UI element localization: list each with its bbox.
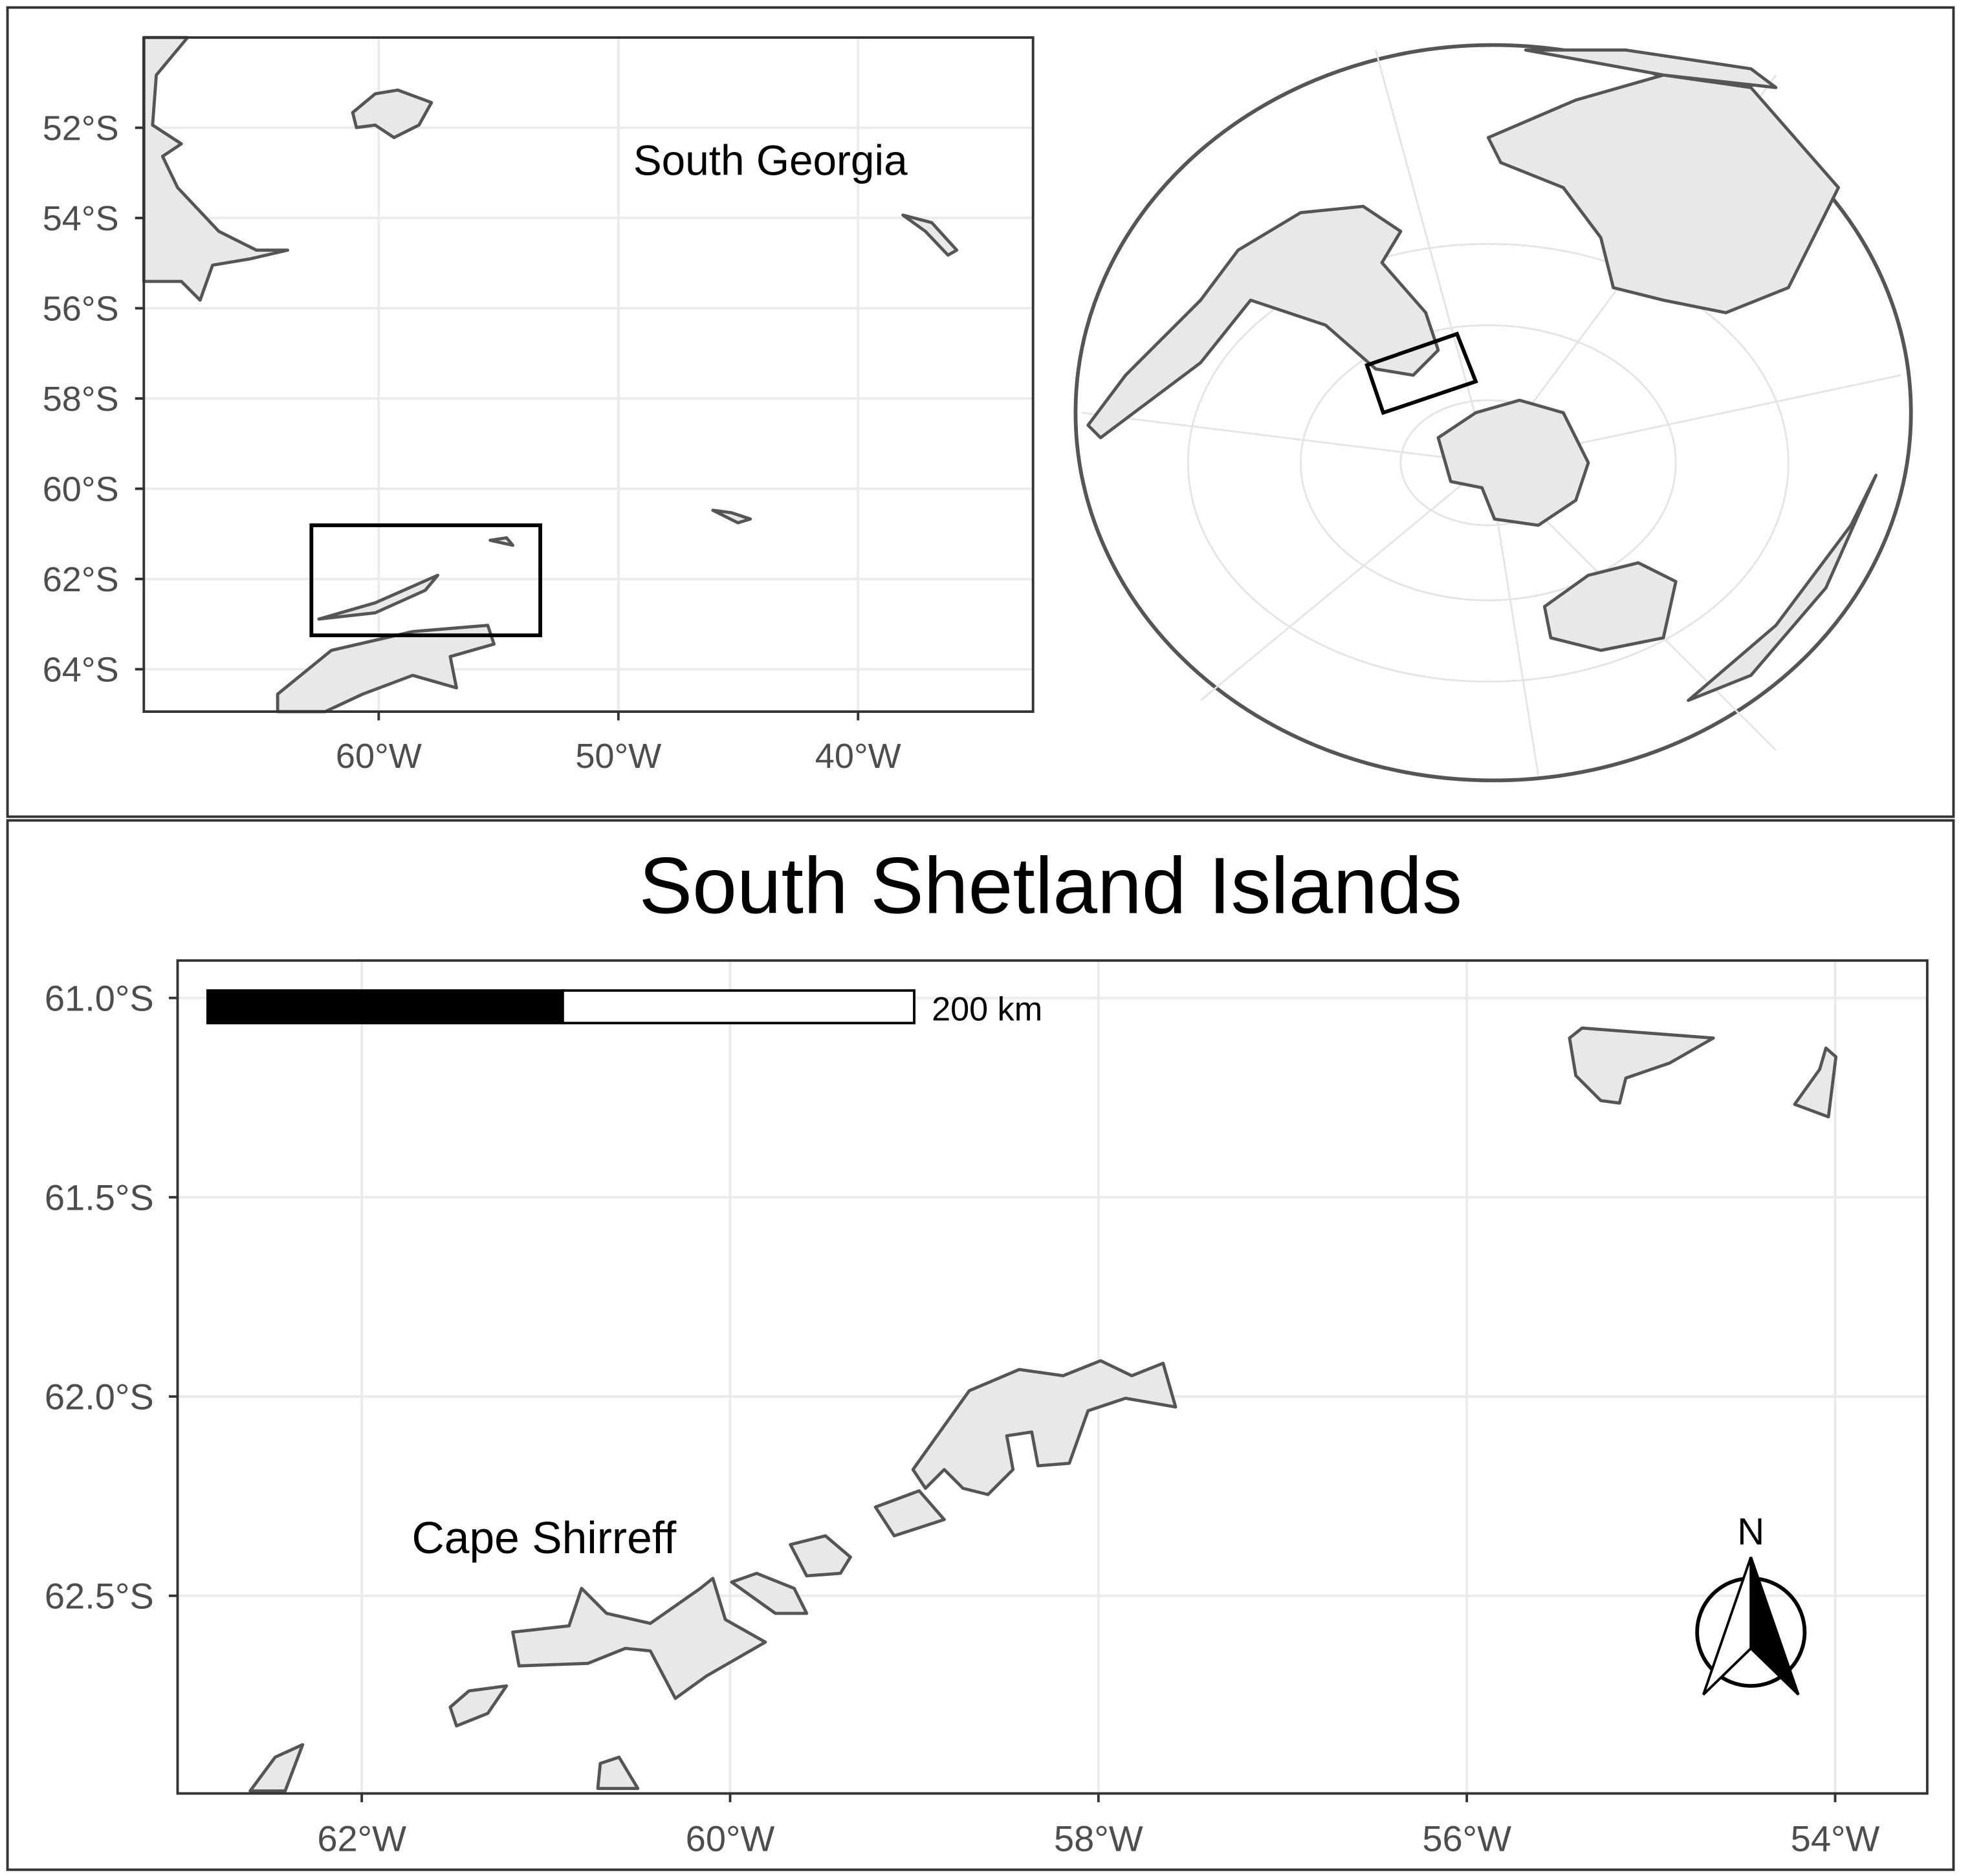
scale-bar-dark [206, 989, 564, 1025]
land [711, 508, 752, 525]
x-tick-label: 58°W [1054, 1818, 1143, 1859]
island [873, 1489, 946, 1538]
land [901, 213, 959, 257]
inset-box [1364, 331, 1478, 415]
island [911, 1359, 1178, 1496]
grid [144, 38, 1033, 712]
x-tick-label: 50°W [575, 737, 661, 776]
island [1568, 1026, 1715, 1105]
island [789, 1534, 852, 1578]
y-tick-label: 62.5°S [45, 1575, 154, 1616]
overview-map: South Georgia 60°W 50°W 40°W 52°S 54°S 56°S 58… [43, 36, 1035, 776]
y-tick-label: 54°S [43, 199, 119, 238]
land [317, 573, 439, 621]
inset-box [309, 523, 542, 638]
plot-area [144, 38, 1033, 712]
y-tick-label: 56°S [43, 289, 119, 328]
x-tick-label: 62°W [317, 1818, 406, 1859]
scale-bar-light [561, 989, 915, 1025]
bottom-panel [6, 819, 1955, 1871]
island [1793, 1046, 1838, 1118]
land [1687, 474, 1878, 703]
y-tick-label: 64°S [43, 650, 119, 689]
island [248, 1743, 305, 1793]
region-label: South Georgia [633, 137, 908, 184]
island [730, 1571, 809, 1615]
y-tick-label: 61.0°S [45, 977, 154, 1018]
land [488, 536, 514, 547]
island [596, 1755, 640, 1791]
land [1524, 48, 1778, 89]
island [448, 1684, 509, 1728]
y-tick-label: 62°S [43, 560, 119, 599]
plot-border [176, 959, 1929, 1795]
land [142, 36, 290, 302]
y-tick-label: 58°S [43, 380, 119, 419]
x-tick-label: 60°W [686, 1818, 775, 1859]
top-panel [6, 6, 1955, 818]
land [1542, 561, 1678, 652]
x-tick-label: 40°W [815, 737, 901, 776]
map-title: South Shetland Islands [639, 841, 1462, 930]
north-arrow [1749, 1556, 1800, 1696]
land [351, 88, 433, 140]
north-label: N [1737, 1512, 1764, 1553]
x-tick-label: 60°W [336, 737, 422, 776]
site-label: Cape Shirreff [412, 1512, 677, 1563]
y-tick-label: 60°S [43, 470, 119, 508]
x-tick-label: 56°W [1422, 1818, 1511, 1859]
y-tick-label: 62.0°S [45, 1376, 154, 1417]
x-tick-label: 54°W [1791, 1818, 1880, 1859]
land [1436, 398, 1590, 527]
plot-border [142, 36, 1035, 713]
island [511, 1576, 767, 1700]
y-tick-label: 52°S [43, 109, 119, 147]
detail-map: South Shetland Islands 200 km Cape Shirr… [45, 841, 1929, 1859]
land [1086, 204, 1440, 440]
globe [1073, 43, 1913, 783]
y-tick-label: 61.5°S [45, 1177, 154, 1217]
scale-bar-label: 200 km [932, 991, 1042, 1029]
